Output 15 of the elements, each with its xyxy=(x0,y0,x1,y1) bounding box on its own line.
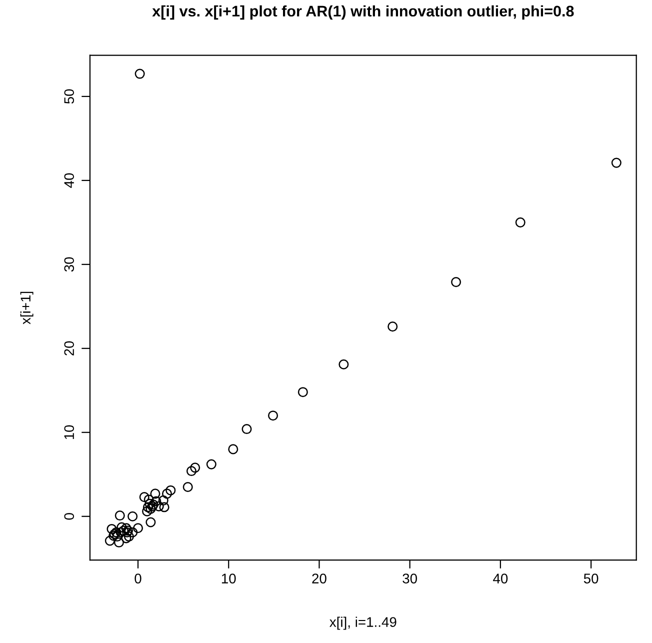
y-tick-label: 30 xyxy=(64,257,74,272)
x-tick-label: 20 xyxy=(312,574,326,584)
chart-title: x[i] vs. x[i+1] plot for AR(1) with innovation outlier, phi=0.8 xyxy=(152,5,574,20)
x-tick-label: 50 xyxy=(584,574,598,584)
y-tick-label: 40 xyxy=(64,173,74,188)
x-tick-label: 30 xyxy=(402,574,418,584)
y-tick-label: 0 xyxy=(64,513,74,520)
x-tick-label: 40 xyxy=(493,574,508,584)
y-tick-label: 20 xyxy=(64,341,74,356)
y-tick-label: 10 xyxy=(64,425,74,440)
x-tick-label: 10 xyxy=(222,574,236,584)
y-tick-label: 50 xyxy=(64,89,74,104)
x-tick-label: 0 xyxy=(134,574,142,584)
x-axis-title: x[i], i=1..49 xyxy=(330,616,396,630)
y-axis-title: x[i+1] xyxy=(20,292,34,324)
